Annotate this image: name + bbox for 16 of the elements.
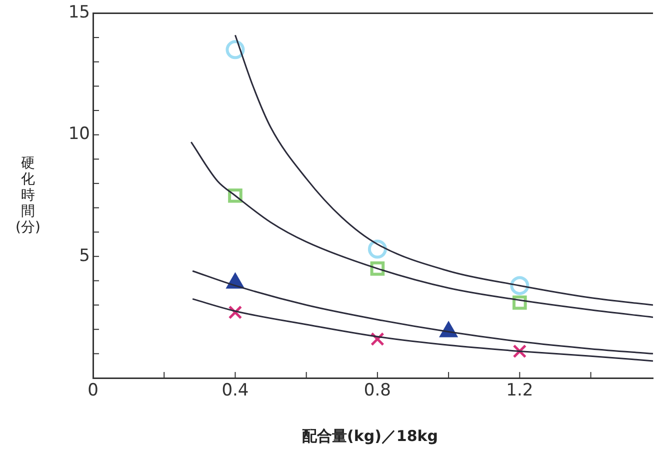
y-axis-title: 硬化時間(分) [16, 156, 40, 236]
y-tick-label: 10 [68, 124, 90, 144]
x-tick-label: 0 [88, 380, 98, 401]
point [370, 332, 384, 346]
x-tick-label: 0.8 [364, 380, 391, 401]
x-axis-title: 配合量(kg)／18kg [302, 426, 438, 445]
line-series [192, 298, 653, 362]
point [226, 40, 245, 60]
x-tick-label: 0.4 [222, 380, 249, 401]
line-series [190, 141, 653, 318]
line-series [234, 34, 653, 306]
point [368, 240, 387, 259]
x-tick-label: 1.2 [506, 380, 534, 401]
y-tick-label: 15 [68, 2, 90, 23]
y-tick-label: 5 [79, 246, 90, 266]
line-series [192, 270, 653, 354]
